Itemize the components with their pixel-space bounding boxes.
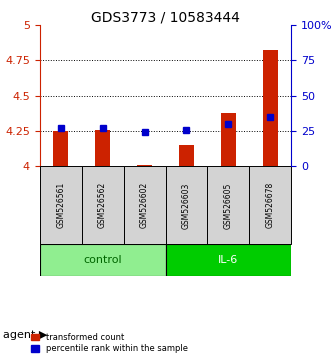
Text: GSM526561: GSM526561 bbox=[56, 182, 65, 228]
Text: GSM526562: GSM526562 bbox=[98, 182, 107, 228]
Text: agent ▶: agent ▶ bbox=[3, 330, 48, 339]
Text: control: control bbox=[83, 255, 122, 265]
Bar bbox=[179, 145, 194, 166]
Text: GSM526603: GSM526603 bbox=[182, 182, 191, 229]
FancyBboxPatch shape bbox=[123, 166, 166, 244]
FancyBboxPatch shape bbox=[249, 166, 291, 244]
Text: GSM526678: GSM526678 bbox=[266, 182, 275, 228]
Bar bbox=[137, 165, 152, 166]
Legend: transformed count, percentile rank within the sample: transformed count, percentile rank withi… bbox=[31, 333, 188, 353]
Bar bbox=[53, 131, 68, 166]
Bar bbox=[263, 50, 278, 166]
FancyBboxPatch shape bbox=[40, 244, 166, 276]
Bar bbox=[221, 113, 236, 166]
Text: GSM526602: GSM526602 bbox=[140, 182, 149, 228]
FancyBboxPatch shape bbox=[40, 166, 82, 244]
FancyBboxPatch shape bbox=[166, 244, 291, 276]
Text: GSM526605: GSM526605 bbox=[224, 182, 233, 229]
Text: IL-6: IL-6 bbox=[218, 255, 239, 265]
FancyBboxPatch shape bbox=[208, 166, 249, 244]
Bar bbox=[95, 130, 110, 166]
FancyBboxPatch shape bbox=[166, 166, 208, 244]
Text: GDS3773 / 10583444: GDS3773 / 10583444 bbox=[91, 11, 240, 25]
FancyBboxPatch shape bbox=[82, 166, 123, 244]
